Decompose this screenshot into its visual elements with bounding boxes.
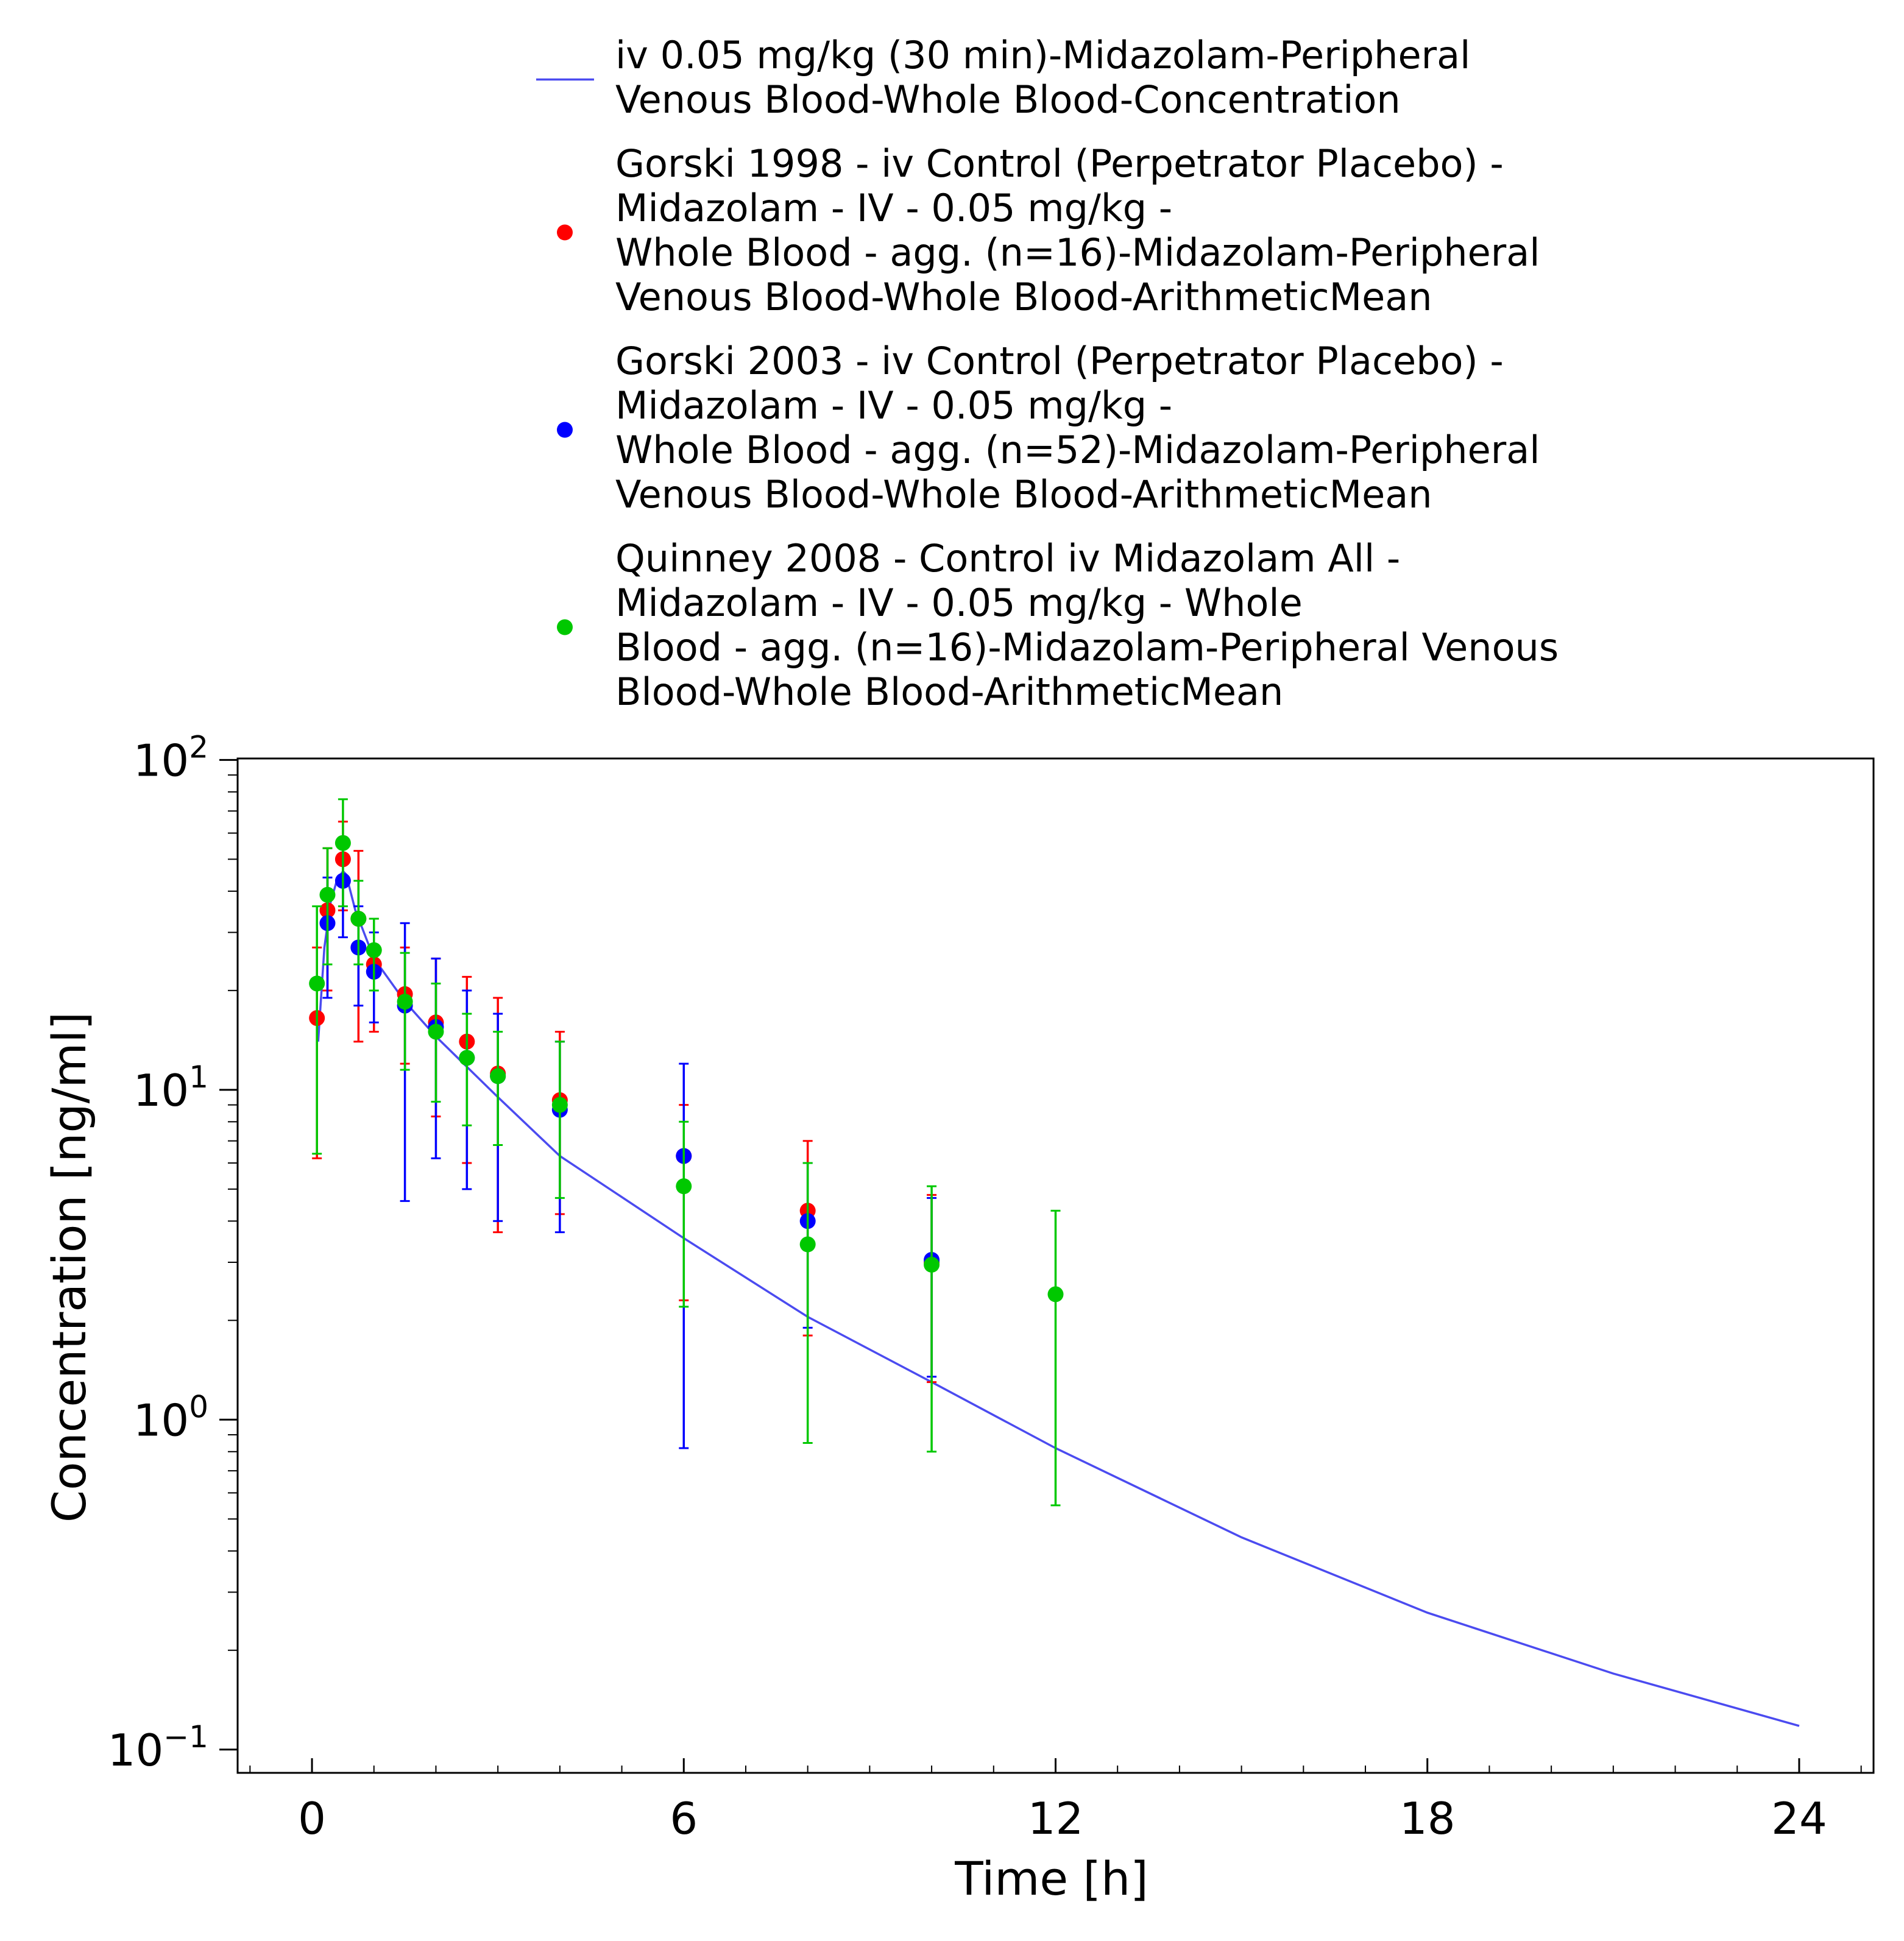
data-point	[799, 1236, 816, 1253]
legend-marker-dot	[557, 422, 573, 438]
legend-entry-text: Whole Blood - agg. (n=16)-Midazolam-Peri…	[615, 230, 1540, 275]
data-point	[1047, 1286, 1064, 1303]
legend-entry-text: Venous Blood-Whole Blood-ArithmeticMean	[615, 275, 1432, 319]
data-point	[309, 975, 325, 992]
legend-entry-text: iv 0.05 mg/kg (30 min)-Midazolam-Periphe…	[615, 33, 1470, 77]
data-point	[397, 994, 413, 1010]
y-axis: 10−1 100 101 102	[108, 729, 238, 1776]
data-point	[490, 1068, 506, 1084]
x-axis: 0 6 12 18 24	[249, 1758, 1862, 1844]
y-axis-label: Concentration [ng/ml]	[42, 1012, 96, 1522]
legend-entry-text: Blood-Whole Blood-ArithmeticMean	[615, 670, 1283, 714]
data-point	[319, 886, 336, 903]
legend-entry-text: Venous Blood-Whole Blood-ArithmeticMean	[615, 472, 1432, 517]
legend-entry-text: Blood - agg. (n=16)-Midazolam-Peripheral…	[615, 625, 1559, 670]
legend-entry-text: Whole Blood - agg. (n=52)-Midazolam-Peri…	[615, 428, 1540, 472]
legend: iv 0.05 mg/kg (30 min)-Midazolam-Periphe…	[536, 33, 1559, 714]
legend-entry-text: Gorski 1998 - iv Control (Perpetrator Pl…	[615, 141, 1504, 186]
legend-marker-dot	[557, 619, 573, 635]
data-point	[924, 1256, 940, 1273]
legend-entry-text: Midazolam - IV - 0.05 mg/kg - Whole	[615, 581, 1303, 625]
legend-marker-dot	[557, 224, 573, 241]
legend-entry-text: Quinney 2008 - Control iv Midazolam All …	[615, 536, 1400, 581]
y-tick-label: 100	[133, 1389, 208, 1446]
data-point	[428, 1024, 444, 1040]
x-tick-label: 0	[298, 1793, 326, 1844]
legend-entry-text: Venous Blood-Whole Blood-Concentration	[615, 77, 1401, 122]
plot-area	[236, 757, 1875, 1774]
y-tick-label: 101	[133, 1059, 208, 1116]
legend-entry-text: Midazolam - IV - 0.05 mg/kg -	[615, 186, 1172, 230]
legend-entry-text: Midazolam - IV - 0.05 mg/kg -	[615, 383, 1172, 428]
y-tick-label: 102	[133, 729, 208, 786]
data-point	[350, 911, 367, 927]
data-point	[551, 1097, 568, 1113]
x-tick-label: 24	[1771, 1793, 1827, 1844]
x-axis-label: Time [h]	[954, 1851, 1148, 1906]
data-point	[366, 942, 382, 958]
y-tick-label: 10−1	[108, 1719, 208, 1776]
x-tick-label: 12	[1028, 1793, 1084, 1844]
data-point	[459, 1050, 475, 1066]
data-point	[676, 1178, 692, 1195]
x-tick-label: 6	[670, 1793, 698, 1844]
data-point	[334, 835, 351, 851]
x-tick-label: 18	[1400, 1793, 1456, 1844]
legend-entry-text: Gorski 2003 - iv Control (Perpetrator Pl…	[615, 339, 1504, 383]
